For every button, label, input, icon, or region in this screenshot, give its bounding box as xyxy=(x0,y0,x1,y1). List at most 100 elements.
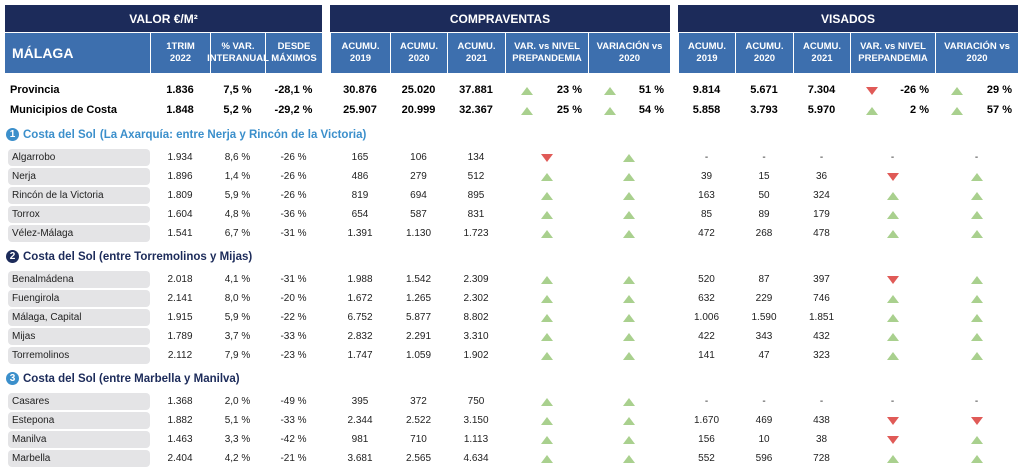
arrow-shape xyxy=(886,211,899,219)
arrow-shape xyxy=(886,333,899,341)
section-name: Costa del Sol xyxy=(23,129,96,141)
trend-arrow xyxy=(970,295,983,303)
cell: 1.789 xyxy=(167,331,193,342)
cell: 54 % xyxy=(638,104,664,116)
cell: 57 % xyxy=(986,104,1012,116)
trend-arrow xyxy=(540,230,553,238)
arrow-shape xyxy=(540,352,553,360)
cell: 1.541 xyxy=(167,228,193,239)
cell: - xyxy=(704,396,709,407)
column-header: ACUMU. 2019 xyxy=(330,33,390,73)
arrow-shape xyxy=(970,436,983,444)
cell: 694 xyxy=(410,190,427,201)
column-header: VAR. vs NIVEL PREPANDEMIA xyxy=(850,33,935,73)
trend-arrow xyxy=(866,87,878,95)
cell: 3,7 % xyxy=(224,331,251,342)
cell: - xyxy=(890,396,895,407)
cell: 4.634 xyxy=(463,453,489,464)
arrow-shape xyxy=(970,192,983,200)
arrow-shape xyxy=(970,417,983,425)
trend-arrow xyxy=(521,107,533,115)
trend-arrow xyxy=(886,276,899,284)
trend-arrow xyxy=(604,87,616,95)
arrow-shape xyxy=(540,211,553,219)
cell: 895 xyxy=(467,190,485,201)
trend-arrow xyxy=(886,173,899,181)
group-header: VALOR €/M² xyxy=(5,5,322,32)
row-name: Málaga, Capital xyxy=(8,309,150,326)
trend-arrow xyxy=(540,154,553,162)
arrow-shape xyxy=(540,314,553,322)
cell: 38 xyxy=(815,434,828,445)
cell: 1.848 xyxy=(166,104,194,116)
column-header: VARIACIÓN vs 2020 xyxy=(935,33,1018,73)
cell: 728 xyxy=(813,453,830,464)
trend-arrow xyxy=(866,107,878,115)
cell: 37.881 xyxy=(459,84,493,96)
cell: 1.368 xyxy=(167,396,193,407)
cell: 432 xyxy=(813,331,830,342)
trend-arrow xyxy=(886,295,899,303)
trend-arrow xyxy=(886,314,899,322)
arrow-shape xyxy=(521,87,533,95)
cell: 2.522 xyxy=(405,415,432,426)
cell: 85 xyxy=(700,209,713,220)
cell: 25.907 xyxy=(343,104,377,116)
row-name: Algarrobo xyxy=(8,149,150,166)
arrow-shape xyxy=(604,87,616,95)
trend-arrow xyxy=(623,417,635,425)
trend-arrow xyxy=(540,173,553,181)
cell: 1.006 xyxy=(693,312,720,323)
cell: 163 xyxy=(698,190,715,201)
arrow-shape xyxy=(866,87,878,95)
cell: -33 % xyxy=(280,415,307,426)
arrow-shape xyxy=(540,192,553,200)
cell: 472 xyxy=(698,228,715,239)
cell: - xyxy=(974,152,979,163)
cell: 29 % xyxy=(986,84,1012,96)
cell: 1,4 % xyxy=(224,171,251,182)
cell: - xyxy=(762,152,766,163)
trend-arrow xyxy=(623,352,635,360)
trend-arrow xyxy=(623,295,635,303)
trend-arrow xyxy=(970,276,983,284)
trend-arrow xyxy=(623,333,635,341)
cell: 5,2 % xyxy=(223,104,252,116)
column-header: DESDE MÁXIMOS xyxy=(265,33,322,73)
cell: 179 xyxy=(813,209,830,220)
cell: 134 xyxy=(467,152,485,163)
arrow-shape xyxy=(970,295,983,303)
trend-arrow xyxy=(623,436,635,444)
column-header: ACUMU. 2020 xyxy=(390,33,447,73)
cell: 1.265 xyxy=(405,293,432,304)
arrow-shape xyxy=(521,107,533,115)
arrow-shape xyxy=(623,154,635,162)
trend-arrow xyxy=(970,211,983,219)
cell: 2 % xyxy=(910,104,929,116)
trend-arrow xyxy=(540,417,553,425)
cell: 87 xyxy=(758,274,770,285)
trend-arrow xyxy=(886,333,899,341)
cell: 596 xyxy=(755,453,773,464)
cell: 89 xyxy=(758,209,770,220)
arrow-shape xyxy=(623,276,635,284)
trend-arrow xyxy=(970,333,983,341)
trend-arrow xyxy=(604,107,616,115)
trend-arrow xyxy=(540,352,553,360)
cell: 746 xyxy=(813,293,830,304)
cell: 324 xyxy=(813,190,830,201)
group-header: COMPRAVENTAS xyxy=(330,5,670,32)
trend-arrow xyxy=(951,107,963,115)
row-name: Municipios de Costa xyxy=(10,104,117,116)
cell: 587 xyxy=(410,209,427,220)
cell: -26 % xyxy=(280,171,307,182)
arrow-shape xyxy=(540,333,553,341)
cell: 7,9 % xyxy=(224,350,251,361)
cell: -33 % xyxy=(280,331,307,342)
cell: 2.565 xyxy=(405,453,432,464)
cell: 23 % xyxy=(556,84,582,96)
row-name: Benalmádena xyxy=(8,271,150,288)
trend-arrow xyxy=(540,314,553,322)
cell: 343 xyxy=(755,331,773,342)
cell: 486 xyxy=(351,171,369,182)
